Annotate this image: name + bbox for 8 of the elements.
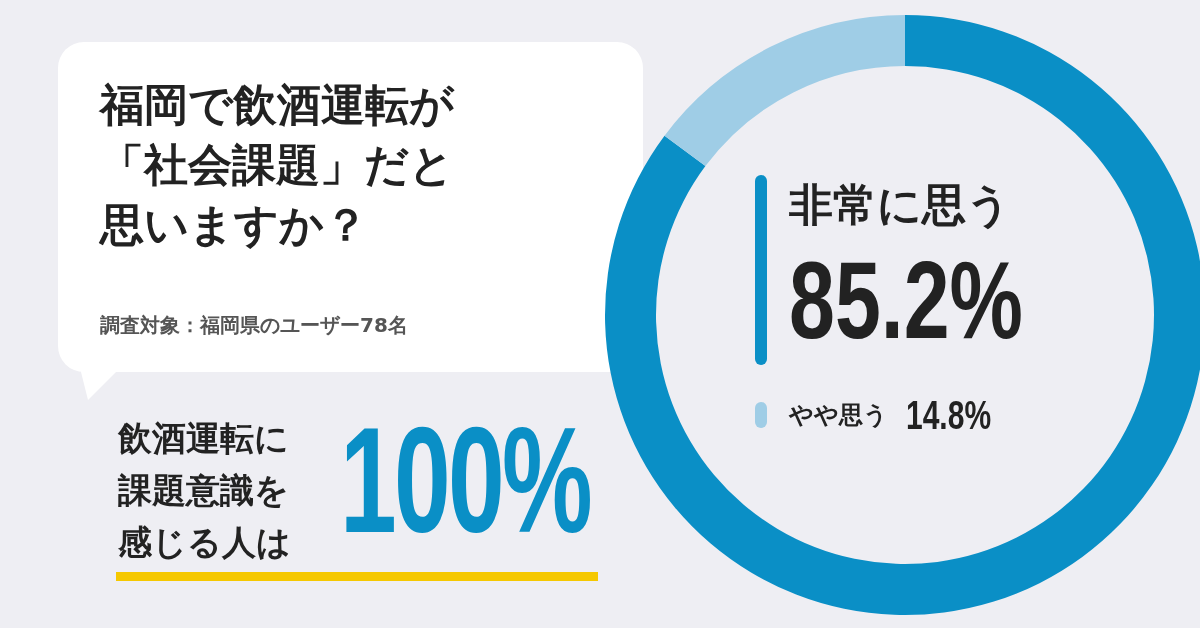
slice-label: 非常に思う bbox=[789, 177, 1012, 232]
text: 調査対象：福岡県のユーザー78名 bbox=[100, 312, 408, 339]
legend-label: やや思う bbox=[789, 400, 888, 431]
text: 100% bbox=[340, 395, 591, 566]
data-label: 14.8% bbox=[906, 393, 992, 437]
text: 福岡で飲酒運転が「社会課題」だと思いますか？ bbox=[100, 78, 456, 252]
data-label: 85.2% bbox=[789, 236, 1023, 363]
text: 飲酒運転に課題意識を感じる人は bbox=[118, 417, 292, 564]
